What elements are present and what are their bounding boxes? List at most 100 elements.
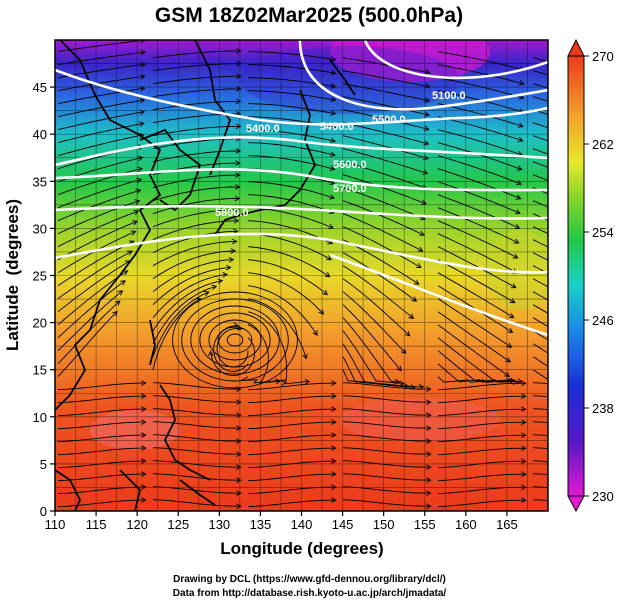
streamline-arrow bbox=[139, 109, 146, 116]
streamline-arrow bbox=[135, 188, 142, 195]
streamline bbox=[152, 250, 236, 280]
streamline-arrow bbox=[612, 106, 617, 111]
streamline bbox=[437, 447, 526, 456]
streamline-arrow bbox=[611, 176, 616, 181]
streamline-arrow bbox=[275, 378, 282, 385]
streamline-arrow bbox=[236, 451, 242, 457]
streamline bbox=[437, 421, 526, 430]
streamline-arrow bbox=[426, 386, 432, 392]
streamline bbox=[342, 83, 430, 102]
streamline-arrow bbox=[236, 464, 242, 470]
streamline bbox=[57, 75, 145, 92]
streamline-arrow bbox=[141, 380, 147, 386]
streamline-arrow bbox=[426, 412, 432, 418]
streamline-arrow bbox=[514, 223, 521, 229]
streamline bbox=[152, 259, 234, 293]
cool-patch-east bbox=[485, 230, 548, 310]
streamline bbox=[532, 330, 548, 341]
streamline-arrow bbox=[133, 209, 140, 216]
streamline-arrow bbox=[141, 458, 147, 464]
streamline-arrow bbox=[423, 125, 430, 132]
colorbar-tick-label: 230 bbox=[592, 489, 614, 504]
streamline-arrow bbox=[236, 490, 242, 496]
streamline-arrow bbox=[399, 380, 405, 387]
streamline-arrow bbox=[521, 393, 527, 399]
streamline-arrow bbox=[331, 432, 337, 438]
streamline bbox=[342, 447, 431, 455]
streamline-arrow bbox=[312, 330, 318, 337]
streamline-arrow bbox=[613, 384, 618, 389]
streamline-arrow bbox=[203, 290, 210, 297]
streamline-arrow bbox=[331, 497, 337, 503]
streamline-arrow bbox=[418, 230, 425, 236]
streamline bbox=[532, 148, 548, 155]
streamline bbox=[248, 103, 336, 115]
streamline-arrow bbox=[424, 111, 430, 117]
streamline bbox=[437, 259, 516, 304]
streamline-arrow bbox=[504, 371, 510, 377]
streamline-arrow bbox=[236, 503, 242, 509]
cyclone-streamline bbox=[226, 333, 244, 347]
streamline-arrow bbox=[606, 379, 610, 384]
map-plot-area: 5100.0 5400.0 5400.0 5500.0 5600.0 5700.… bbox=[55, 40, 619, 519]
streamline-arrow bbox=[329, 194, 335, 200]
streamline bbox=[57, 499, 146, 508]
streamline-arrow bbox=[140, 61, 146, 68]
streamline bbox=[247, 395, 336, 404]
streamline-arrow bbox=[606, 302, 611, 306]
colorbar-tick-label: 270 bbox=[592, 49, 614, 64]
streamline-arrow bbox=[604, 357, 609, 361]
streamline bbox=[532, 239, 548, 248]
streamline bbox=[342, 291, 407, 354]
contour-label-group: 5100.0 5400.0 5400.0 5500.0 5600.0 5700.… bbox=[215, 90, 466, 219]
streamline bbox=[342, 109, 429, 130]
streamline bbox=[247, 434, 336, 443]
streamline bbox=[152, 408, 241, 416]
streamline-arrow bbox=[426, 399, 432, 405]
streamline bbox=[437, 408, 526, 417]
streamline bbox=[532, 70, 548, 76]
y-axis-label: Latitude (degrees) bbox=[3, 199, 22, 351]
streamline-arrow bbox=[141, 484, 147, 490]
streamline bbox=[533, 513, 619, 519]
x-tick-label: 160 bbox=[455, 517, 477, 532]
streamline bbox=[437, 311, 511, 363]
streamline-arrow bbox=[141, 393, 147, 399]
streamline bbox=[248, 64, 336, 74]
streamline bbox=[437, 233, 518, 274]
x-tick-label: 145 bbox=[332, 517, 354, 532]
streamline bbox=[152, 421, 241, 429]
streamline bbox=[342, 486, 431, 494]
colorbar-tick-label: 238 bbox=[592, 401, 614, 416]
streamline-arrow bbox=[324, 272, 331, 278]
streamline bbox=[152, 382, 241, 390]
streamline bbox=[210, 337, 256, 377]
streamline bbox=[152, 499, 241, 507]
streamline bbox=[248, 77, 336, 88]
streamline-arrow bbox=[139, 85, 146, 92]
streamline-arrow bbox=[136, 166, 143, 173]
streamline bbox=[57, 168, 143, 196]
y-tick-label: 30 bbox=[33, 221, 47, 236]
streamline-arrow bbox=[141, 497, 147, 503]
streamline bbox=[437, 181, 521, 214]
streamline bbox=[342, 434, 431, 442]
streamline bbox=[57, 280, 126, 339]
streamline bbox=[247, 155, 335, 170]
streamline bbox=[532, 343, 548, 354]
streamline bbox=[532, 135, 548, 142]
streamline bbox=[247, 473, 336, 482]
x-tick-label: 155 bbox=[414, 517, 436, 532]
streamline bbox=[57, 178, 142, 209]
streamline-arrow bbox=[516, 165, 523, 171]
streamline-arrow bbox=[609, 218, 614, 223]
streamline bbox=[152, 197, 240, 215]
streamline bbox=[247, 259, 328, 296]
streamline bbox=[57, 382, 146, 391]
streamline-arrow bbox=[322, 289, 328, 296]
streamline-arrow bbox=[137, 155, 144, 162]
streamline bbox=[57, 486, 146, 495]
contour-label: 5600.0 bbox=[333, 159, 367, 171]
chart-title: GSM 18Z02Mar2025 (500.0hPa) bbox=[155, 4, 463, 27]
streamline bbox=[247, 194, 334, 214]
